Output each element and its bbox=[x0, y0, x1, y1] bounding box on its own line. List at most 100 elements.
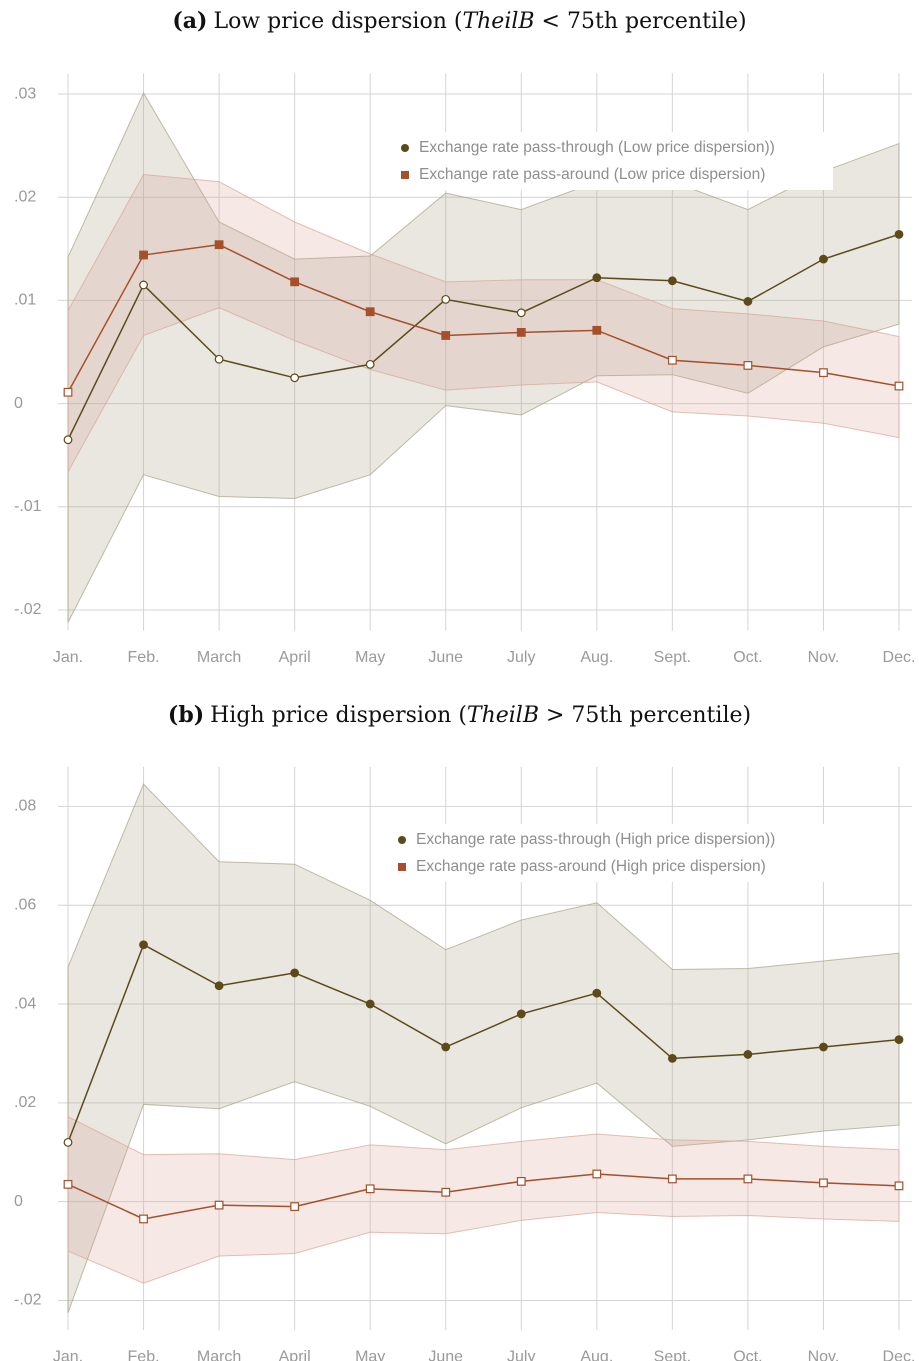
point bbox=[516, 1176, 526, 1186]
point bbox=[667, 276, 677, 286]
point bbox=[441, 1042, 451, 1052]
point bbox=[516, 327, 526, 337]
x-tick-label: April bbox=[279, 649, 311, 666]
x-tick-label: July bbox=[507, 649, 535, 666]
point bbox=[667, 355, 677, 365]
x-tick-label: March bbox=[197, 649, 241, 666]
series-line bbox=[67, 233, 900, 441]
title-part: High price dispersion ( bbox=[210, 703, 467, 728]
point bbox=[214, 354, 224, 364]
point bbox=[894, 381, 904, 391]
legend-label: Exchange rate pass-around (High price di… bbox=[416, 858, 766, 875]
series-line bbox=[67, 943, 900, 1143]
x-tick-label: Jan. bbox=[53, 1348, 83, 1361]
point bbox=[365, 999, 375, 1009]
y-tick-label: .04 bbox=[14, 995, 36, 1012]
legend-box bbox=[390, 824, 833, 882]
point bbox=[139, 280, 148, 290]
point bbox=[894, 1181, 904, 1191]
y-tick-label: .06 bbox=[14, 896, 36, 913]
point bbox=[819, 368, 828, 378]
panel-label: (b) bbox=[168, 702, 204, 728]
x-tick-label: April bbox=[279, 1348, 311, 1361]
legend-box bbox=[393, 132, 833, 190]
point bbox=[63, 1179, 73, 1189]
x-tick-label: Feb. bbox=[128, 649, 160, 666]
point bbox=[365, 307, 375, 317]
y-tick-label: -.02 bbox=[14, 1292, 42, 1309]
point bbox=[365, 1184, 375, 1194]
point bbox=[743, 361, 753, 370]
point bbox=[441, 294, 451, 304]
point bbox=[290, 968, 300, 978]
y-tick-label: -.02 bbox=[14, 601, 42, 618]
point bbox=[139, 250, 148, 260]
point bbox=[516, 1009, 526, 1019]
legend-marker bbox=[401, 144, 409, 152]
y-tick-label: -.01 bbox=[14, 498, 42, 515]
x-tick-label: May bbox=[355, 1348, 385, 1361]
confidence-band bbox=[67, 173, 900, 474]
point bbox=[139, 940, 148, 950]
series-line bbox=[67, 243, 900, 393]
y-tick-label: 0 bbox=[14, 1193, 23, 1210]
x-tick-label: Aug. bbox=[580, 649, 613, 666]
point bbox=[743, 297, 753, 306]
panel-label: (a) bbox=[172, 8, 207, 34]
x-tick-label: Nov. bbox=[808, 1348, 840, 1361]
point bbox=[441, 331, 451, 340]
title-part: < 75th percentile) bbox=[535, 9, 747, 34]
point bbox=[214, 240, 224, 250]
point bbox=[819, 1042, 828, 1052]
y-tick-label: .02 bbox=[14, 188, 36, 205]
point bbox=[63, 435, 73, 445]
confidence-band bbox=[67, 91, 900, 623]
point bbox=[516, 308, 526, 318]
title-part: Low price dispersion ( bbox=[213, 9, 462, 34]
title-part: TheilB bbox=[467, 703, 539, 728]
point bbox=[290, 277, 300, 287]
x-tick-label: Sept. bbox=[654, 649, 691, 666]
x-tick-label: June bbox=[428, 649, 463, 666]
point bbox=[819, 1178, 828, 1188]
x-tick-label: Dec. bbox=[883, 1348, 916, 1361]
legend-label: Exchange rate pass-around (Low price dis… bbox=[419, 166, 765, 183]
series-line bbox=[67, 1173, 900, 1220]
legend-label: Exchange rate pass-through (High price d… bbox=[416, 831, 775, 848]
legend-label: Exchange rate pass-through (Low price di… bbox=[419, 139, 775, 156]
point bbox=[743, 1050, 753, 1059]
y-tick-label: 0 bbox=[14, 395, 23, 412]
point bbox=[894, 1035, 904, 1045]
point bbox=[667, 1174, 677, 1184]
y-tick-label: .03 bbox=[14, 85, 36, 102]
chart-title: (b) High price dispersion (TheilB > 75th … bbox=[168, 702, 751, 728]
confidence-band bbox=[67, 783, 900, 1313]
title-part: > 75th percentile) bbox=[539, 703, 751, 728]
x-tick-label: March bbox=[197, 1348, 241, 1361]
point bbox=[214, 981, 224, 991]
chart-title: (a) Low price dispersion (TheilB < 75th p… bbox=[172, 8, 746, 34]
point bbox=[63, 1137, 73, 1147]
point bbox=[139, 1214, 148, 1224]
point bbox=[214, 1200, 224, 1210]
x-tick-label: Oct. bbox=[733, 1348, 762, 1361]
x-tick-label: Nov. bbox=[808, 649, 840, 666]
x-tick-label: Feb. bbox=[128, 1348, 160, 1361]
point bbox=[667, 1053, 677, 1063]
x-tick-label: July bbox=[507, 1348, 535, 1361]
point bbox=[63, 387, 73, 397]
point bbox=[290, 1202, 300, 1211]
x-tick-label: June bbox=[428, 1348, 463, 1361]
point bbox=[592, 325, 602, 335]
point bbox=[290, 373, 300, 383]
point bbox=[365, 359, 375, 369]
point bbox=[743, 1174, 753, 1184]
x-tick-label: Aug. bbox=[580, 1348, 613, 1361]
x-tick-label: Dec. bbox=[883, 649, 916, 666]
confidence-band bbox=[67, 1115, 900, 1284]
legend-marker bbox=[398, 863, 406, 871]
point bbox=[592, 1169, 602, 1179]
point bbox=[819, 254, 828, 264]
x-tick-label: Jan. bbox=[53, 649, 83, 666]
